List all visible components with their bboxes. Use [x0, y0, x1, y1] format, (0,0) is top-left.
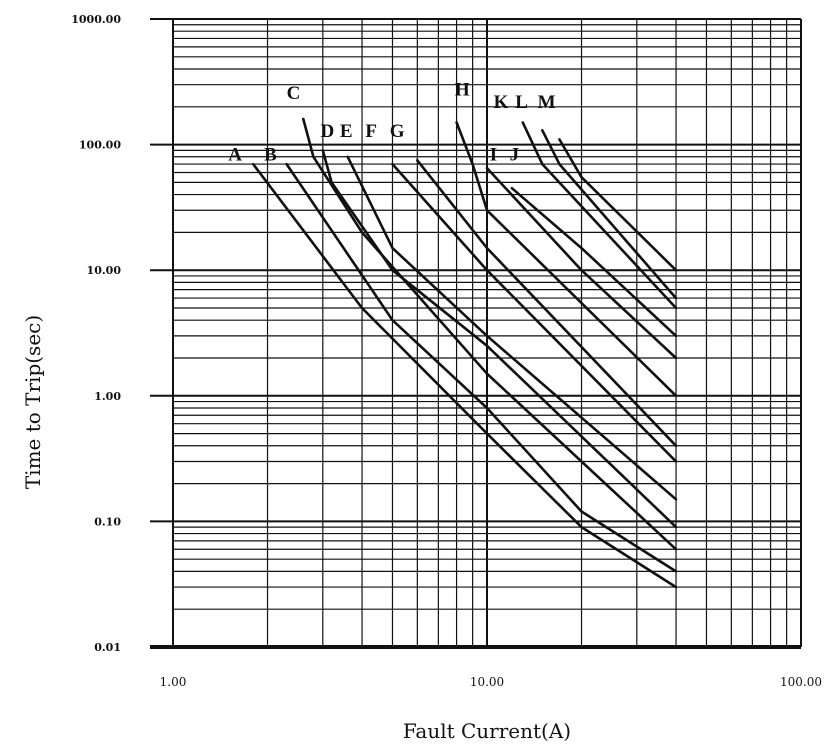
- y-tick-label: 0.01: [94, 641, 121, 654]
- trip-curve-l: [541, 129, 678, 300]
- trip-curve-g: [416, 159, 678, 448]
- tick-label-layer: 1000.00 100.00 10.00 1.00 0.10 0.01 1.00 10.00 1…: [71, 13, 822, 689]
- curve-label-f: F: [365, 121, 377, 142]
- curve-label-k: K: [494, 92, 509, 113]
- curve-label-l: L: [515, 92, 528, 113]
- y-axis-label: Time to Trip(sec): [21, 315, 45, 489]
- y-tick-label: 1000.00: [71, 13, 121, 26]
- grid-layer: [150, 18, 802, 649]
- y-tick-label: 100.00: [79, 139, 121, 152]
- curve-label-b: B: [264, 144, 277, 165]
- trip-curve-e: [346, 155, 678, 501]
- trip-curve-a: [251, 162, 678, 589]
- trip-curve-i: [485, 166, 678, 360]
- trip-curve-f: [391, 162, 678, 463]
- trip-curve-m: [558, 138, 678, 272]
- trip-curve-c: [302, 117, 678, 551]
- trip-curve-b: [285, 162, 678, 573]
- x-tick-label: 1.00: [160, 675, 187, 689]
- x-axis-label: Fault Current(A): [403, 719, 571, 743]
- curve-label-h: H: [455, 80, 470, 101]
- y-tick-label: 1.00: [94, 390, 121, 403]
- curve-label-d: D: [321, 121, 335, 142]
- y-tick-label: 10.00: [87, 264, 122, 277]
- x-tick-label: 10.00: [470, 675, 504, 689]
- trip-curve-j: [510, 186, 678, 338]
- trip-curve-k: [521, 121, 678, 310]
- curve-label-m: M: [538, 92, 556, 113]
- y-tick-label: 0.10: [94, 515, 121, 528]
- trip-curve-h: [455, 121, 678, 398]
- curve-label-e: E: [340, 121, 353, 142]
- x-tick-label: 100.00: [780, 675, 822, 689]
- curve-label-c: C: [287, 83, 301, 104]
- curve-layer: [251, 117, 678, 589]
- curve-label-j: J: [510, 144, 519, 165]
- curve-label-g: G: [390, 121, 405, 142]
- curve-label-i: I: [490, 144, 497, 165]
- curve-label-a: A: [228, 144, 242, 165]
- trip-curve-d: [321, 149, 678, 529]
- curve-label-layer: A B CD E F G H I J K L M: [228, 80, 555, 166]
